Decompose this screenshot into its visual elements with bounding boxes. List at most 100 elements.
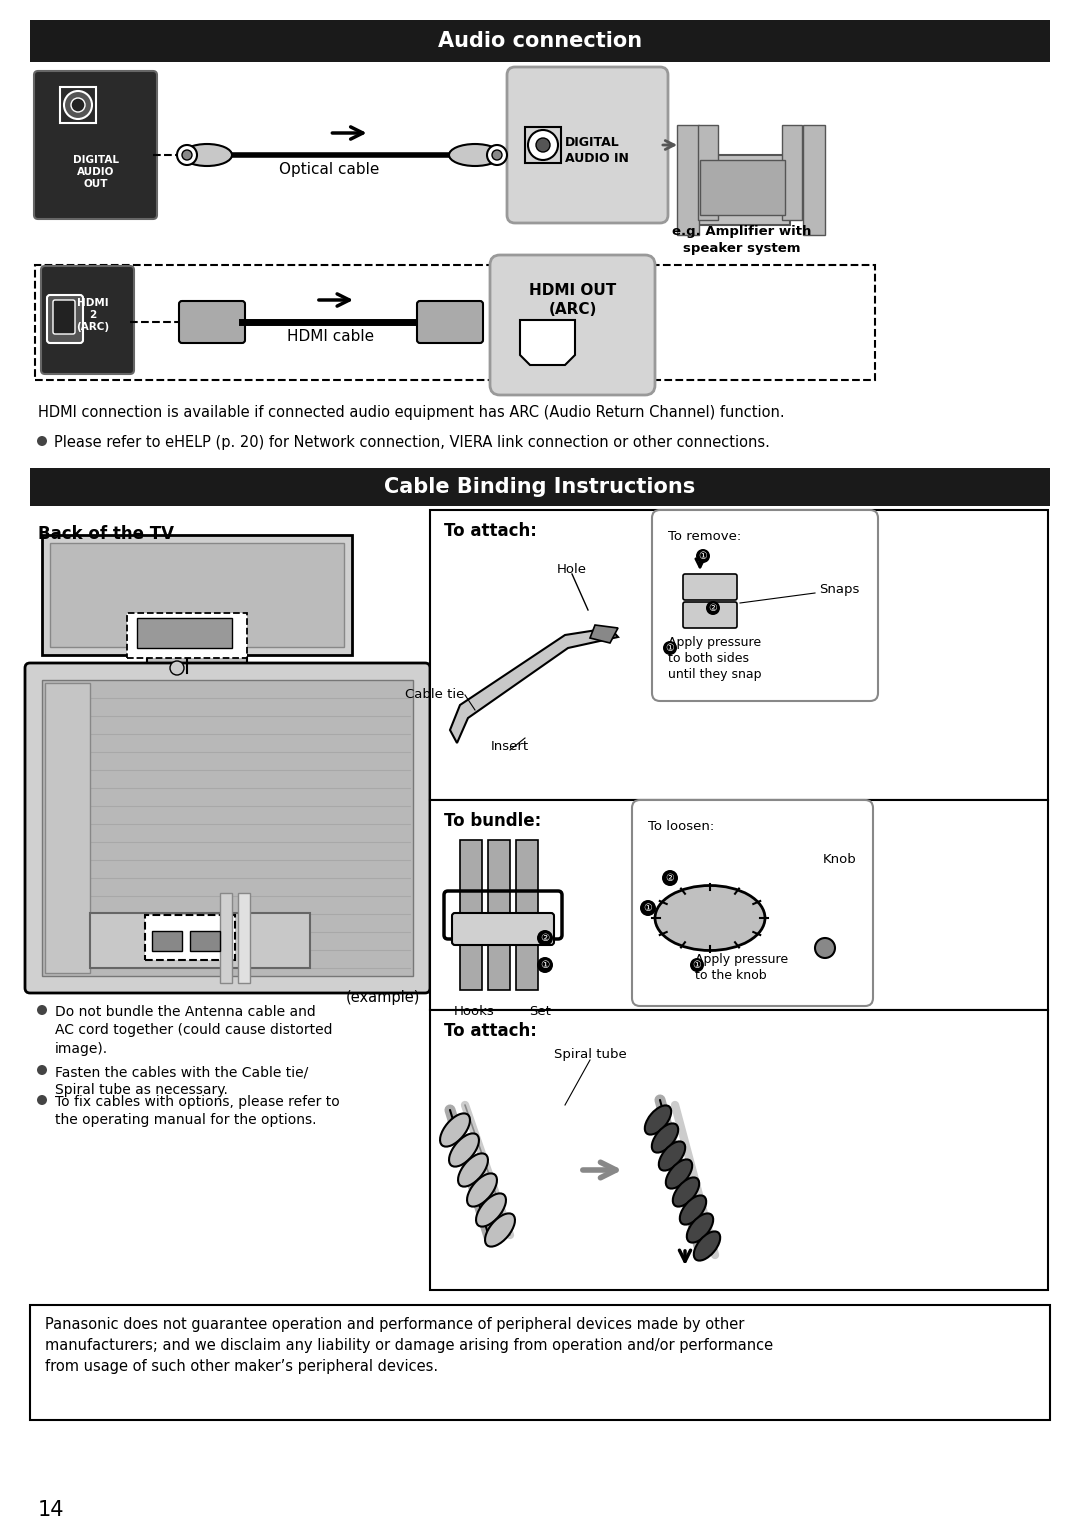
Text: HDMI OUT
(ARC): HDMI OUT (ARC): [529, 283, 616, 317]
Circle shape: [537, 958, 553, 973]
Bar: [430, 800, 1048, 1010]
Text: 14: 14: [38, 1500, 65, 1520]
Text: (example): (example): [346, 990, 420, 1005]
Circle shape: [528, 130, 558, 159]
Circle shape: [37, 437, 48, 446]
Text: To attach:: To attach:: [444, 1022, 537, 1040]
Text: Do not bundle the Antenna cable and
AC cord together (could cause distorted
imag: Do not bundle the Antenna cable and AC c…: [55, 1005, 333, 1056]
Bar: [50, 542, 345, 647]
FancyBboxPatch shape: [507, 67, 669, 224]
Ellipse shape: [449, 1134, 478, 1166]
Text: To bundle:: To bundle:: [444, 812, 541, 830]
Text: ①: ①: [540, 961, 550, 970]
Ellipse shape: [679, 1195, 706, 1224]
Bar: [804, 126, 825, 234]
Circle shape: [37, 1065, 48, 1075]
Text: Apply pressure
to the knob: Apply pressure to the knob: [696, 953, 788, 982]
Bar: [137, 673, 257, 680]
Circle shape: [37, 1095, 48, 1105]
Ellipse shape: [467, 1174, 497, 1207]
Text: ②: ②: [540, 933, 550, 944]
Circle shape: [696, 548, 710, 562]
Circle shape: [537, 930, 553, 945]
FancyBboxPatch shape: [652, 510, 878, 702]
Text: To fix cables with options, please refer to
the operating manual for the options: To fix cables with options, please refer…: [55, 1095, 340, 1128]
Ellipse shape: [665, 1160, 692, 1189]
Circle shape: [177, 146, 197, 165]
Bar: [238, 893, 249, 984]
Text: Cable tie: Cable tie: [405, 688, 464, 702]
FancyBboxPatch shape: [41, 267, 134, 374]
Circle shape: [487, 146, 507, 165]
Bar: [42, 680, 413, 976]
Bar: [145, 915, 235, 961]
FancyBboxPatch shape: [632, 800, 873, 1007]
Bar: [698, 126, 718, 221]
Text: ①: ①: [699, 552, 707, 561]
Bar: [35, 265, 875, 380]
Text: Apply pressure
to both sides
until they snap: Apply pressure to both sides until they …: [669, 636, 761, 682]
Bar: [220, 893, 232, 984]
FancyBboxPatch shape: [417, 300, 483, 343]
Text: Spiral tube: Spiral tube: [554, 1048, 626, 1062]
FancyBboxPatch shape: [179, 300, 245, 343]
Ellipse shape: [693, 1232, 720, 1261]
Circle shape: [183, 150, 192, 159]
Text: Cable Binding Instructions: Cable Binding Instructions: [384, 476, 696, 496]
Circle shape: [706, 601, 720, 614]
Bar: [127, 613, 247, 659]
Text: HDMI cable: HDMI cable: [287, 329, 375, 345]
Text: Fasten the cables with the Cable tie/
Spiral tube as necessary.: Fasten the cables with the Cable tie/ Sp…: [55, 1065, 308, 1097]
Bar: [696, 155, 789, 225]
Bar: [60, 87, 96, 123]
Ellipse shape: [645, 1106, 671, 1135]
FancyBboxPatch shape: [453, 913, 554, 945]
Ellipse shape: [449, 144, 501, 165]
Ellipse shape: [476, 1193, 505, 1227]
Circle shape: [815, 938, 835, 958]
Circle shape: [492, 150, 502, 159]
Bar: [152, 931, 183, 951]
Text: To loosen:: To loosen:: [648, 820, 714, 833]
Text: DIGITAL
AUDIO IN: DIGITAL AUDIO IN: [565, 135, 629, 164]
Text: Please refer to eHELP (p. 20) for Network connection, VIERA link connection or o: Please refer to eHELP (p. 20) for Networ…: [54, 435, 770, 450]
Polygon shape: [590, 625, 618, 643]
Circle shape: [64, 90, 92, 119]
Bar: [45, 683, 90, 973]
Bar: [137, 617, 232, 648]
Bar: [430, 1010, 1048, 1290]
FancyBboxPatch shape: [683, 574, 737, 601]
Polygon shape: [450, 628, 618, 743]
Ellipse shape: [485, 1213, 515, 1247]
FancyBboxPatch shape: [53, 300, 75, 334]
Bar: [782, 126, 802, 221]
FancyBboxPatch shape: [683, 602, 737, 628]
Text: ①: ①: [665, 643, 674, 653]
Ellipse shape: [652, 1123, 678, 1152]
Text: Set: Set: [529, 1005, 551, 1017]
Bar: [516, 840, 538, 990]
Circle shape: [71, 98, 85, 112]
Bar: [430, 510, 1048, 800]
Ellipse shape: [458, 1154, 488, 1187]
Bar: [30, 467, 1050, 506]
Bar: [30, 1305, 1050, 1420]
Circle shape: [690, 958, 704, 971]
Text: Hooks: Hooks: [454, 1005, 495, 1017]
Bar: [460, 840, 482, 990]
Circle shape: [37, 1005, 48, 1016]
Ellipse shape: [673, 1178, 699, 1207]
Text: To remove:: To remove:: [669, 530, 741, 542]
FancyBboxPatch shape: [48, 296, 83, 343]
Text: ①: ①: [692, 961, 701, 970]
Bar: [30, 20, 1050, 61]
Text: HDMI
2
(ARC): HDMI 2 (ARC): [76, 299, 109, 331]
Bar: [677, 126, 699, 234]
Text: ②: ②: [665, 873, 674, 882]
Bar: [700, 159, 785, 214]
Circle shape: [662, 870, 678, 885]
Text: Knob: Knob: [823, 853, 858, 866]
FancyBboxPatch shape: [490, 254, 654, 395]
Text: Panasonic does not guarantee operation and performance of peripheral devices mad: Panasonic does not guarantee operation a…: [45, 1318, 773, 1374]
Circle shape: [536, 138, 550, 152]
